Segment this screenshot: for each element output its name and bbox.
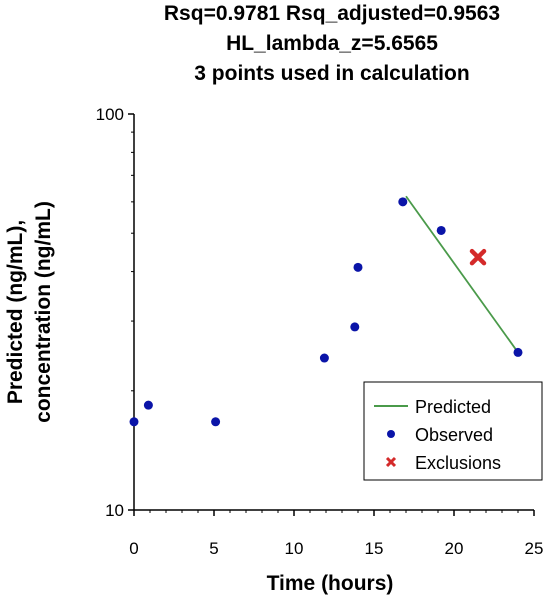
legend-observed-swatch (387, 430, 395, 438)
x-tick-label: 5 (209, 539, 218, 558)
observed-point (211, 417, 221, 427)
observed-point (398, 197, 408, 207)
predicted-line (405, 195, 519, 353)
chart-title-line-1: Rsq=0.9781 Rsq_adjusted=0.9563 (164, 2, 500, 25)
plot-marks (129, 195, 523, 427)
legend-exclusions-label: Exclusions (415, 453, 501, 473)
observed-point (319, 353, 329, 363)
legend: Predicted Observed Exclusions (363, 381, 543, 481)
x-tick-label: 10 (285, 539, 304, 558)
y-tick-label: 100 (96, 105, 124, 124)
y-axis-label-line-2: concentration (ng/mL) (32, 201, 55, 423)
chart-title-line-3: 3 points used in calculation (194, 62, 469, 85)
y-axis-label-line-1: Predicted (ng/mL), (4, 220, 27, 404)
x-tick-label: 15 (365, 539, 384, 558)
x-tick-label: 20 (445, 539, 464, 558)
observed-point (513, 347, 523, 357)
x-tick-label: 25 (525, 539, 544, 558)
exclusion-point (469, 248, 487, 266)
legend-exclusions-swatch (385, 456, 397, 468)
observed-point (436, 225, 446, 235)
observed-point (129, 417, 139, 427)
observed-point (350, 322, 360, 332)
axes: 0 5 10 15 20 25 10 100 (96, 105, 544, 558)
y-tick-label: 10 (105, 501, 124, 520)
observed-point (353, 262, 363, 272)
x-axis-label: Time (hours) (267, 572, 394, 595)
observed-point (143, 400, 153, 410)
chart-title-line-2: HL_lambda_z=5.6565 (226, 32, 438, 55)
legend-predicted-label: Predicted (415, 397, 491, 417)
x-tick-label: 0 (129, 539, 138, 558)
legend-observed-label: Observed (415, 425, 493, 445)
